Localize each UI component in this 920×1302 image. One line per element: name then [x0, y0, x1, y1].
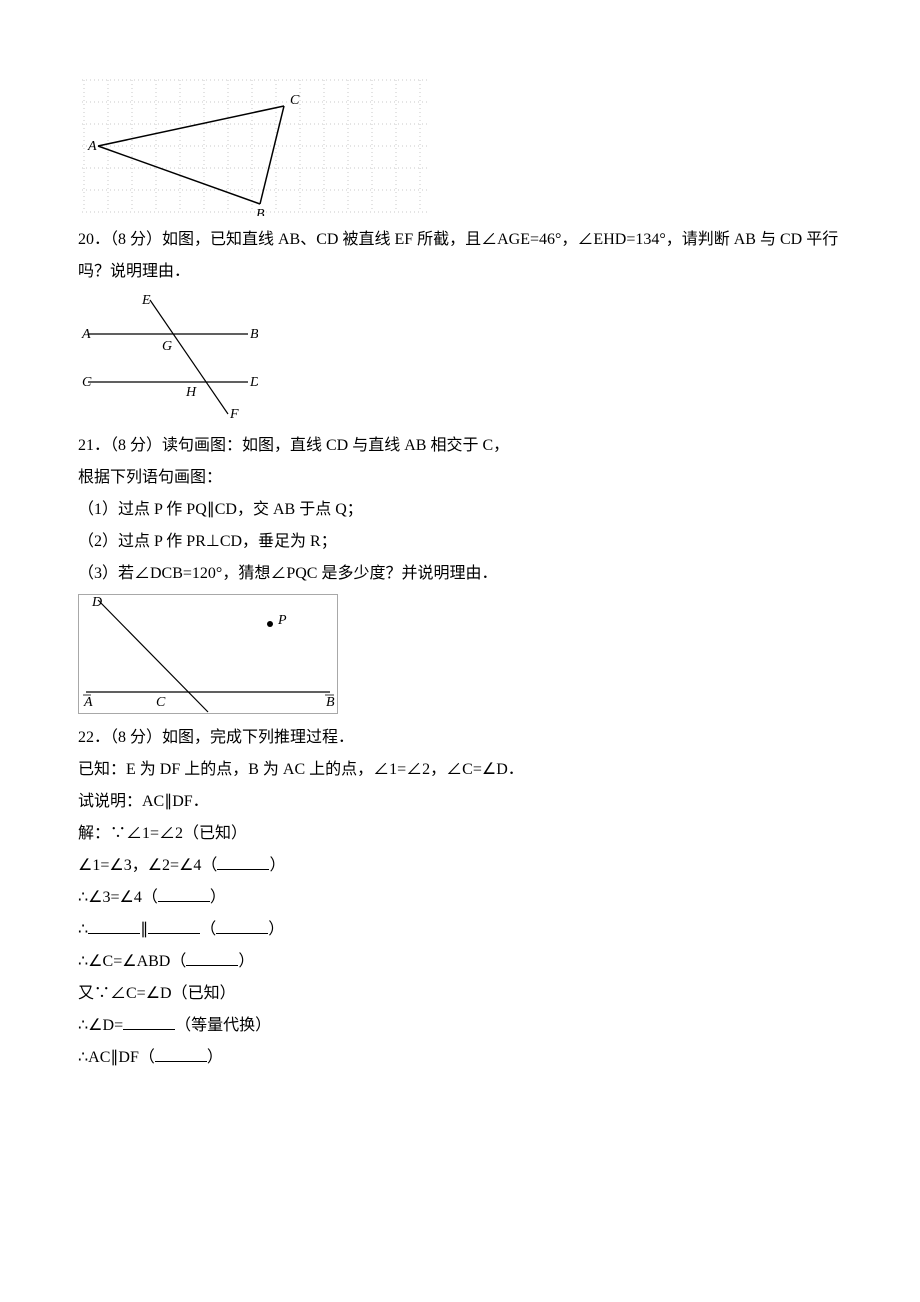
q22-line5-b: ） [269, 857, 285, 874]
svg-text:C: C [156, 695, 166, 710]
q22-line4: 解：∵∠1=∠2（已知） [78, 818, 842, 850]
blank-4 [148, 917, 200, 934]
q22-line10: ∴∠D= （等量代换） [78, 1010, 842, 1042]
blank-3 [88, 917, 140, 934]
q22-line7: ∴ ∥ （ ） [78, 914, 842, 946]
svg-text:B: B [256, 207, 265, 216]
blank-6 [186, 949, 238, 966]
svg-text:A: A [87, 139, 97, 154]
q22-line7-c: （ [200, 921, 216, 938]
q20-text: 20．（8 分）如图，已知直线 AB、CD 被直线 EF 所截，且∠AGE=46… [78, 224, 842, 288]
q22-line6-b: ） [210, 889, 226, 906]
q22-line8-b: ） [238, 953, 254, 970]
svg-text:D: D [249, 375, 258, 390]
blank-8 [155, 1045, 207, 1062]
figure-q20: E A B G C D H F [78, 292, 842, 422]
q22-line5: ∠1=∠3，∠2=∠4（ ） [78, 850, 842, 882]
q22-line11-b: ） [207, 1049, 223, 1066]
grid-triangle-svg: A B C [78, 76, 434, 216]
q22-line1: 22．（8 分）如图，完成下列推理过程． [78, 722, 842, 754]
svg-text:G: G [162, 339, 172, 354]
q22-line6: ∴∠3=∠4（ ） [78, 882, 842, 914]
q22-line10-b: （等量代换） [175, 1017, 271, 1034]
q22-line3: 试说明：AC∥DF． [78, 786, 842, 818]
q22-line7-a: ∴ [78, 921, 88, 938]
q22-line11-a: ∴AC∥DF（ [78, 1049, 155, 1066]
q21-svg: D P A C B [78, 594, 338, 714]
blank-2 [158, 885, 210, 902]
q22-line10-a: ∴∠D= [78, 1017, 123, 1034]
svg-text:B: B [326, 695, 335, 710]
figure-grid-triangle: A B C [78, 76, 842, 216]
q22-line8-a: ∴∠C=∠ABD（ [78, 953, 186, 970]
svg-text:F: F [229, 407, 239, 422]
svg-text:D: D [91, 595, 102, 610]
q22-line7-b: ∥ [140, 921, 148, 938]
figure-q21: D P A C B [78, 594, 842, 714]
svg-text:C: C [82, 375, 92, 390]
q22-line2: 已知：E 为 DF 上的点，B 为 AC 上的点，∠1=∠2，∠C=∠D． [78, 754, 842, 786]
svg-text:A: A [81, 327, 91, 342]
svg-text:A: A [83, 695, 93, 710]
svg-text:P: P [277, 613, 287, 628]
q22-line8: ∴∠C=∠ABD（ ） [78, 946, 842, 978]
blank-7 [123, 1013, 175, 1030]
q21-item2: （2）过点 P 作 PR⊥CD，垂足为 R； [78, 526, 842, 558]
q20-svg: E A B G C D H F [78, 292, 258, 422]
q22-line9: 又∵∠C=∠D（已知） [78, 978, 842, 1010]
q22-line11: ∴AC∥DF（ ） [78, 1042, 842, 1074]
q22-line6-a: ∴∠3=∠4（ [78, 889, 158, 906]
q21-line1: 21．（8 分）读句画图：如图，直线 CD 与直线 AB 相交于 C， [78, 430, 842, 462]
svg-text:C: C [290, 93, 300, 108]
svg-text:H: H [185, 385, 197, 400]
svg-text:E: E [141, 293, 151, 308]
q21-line2: 根据下列语句画图： [78, 462, 842, 494]
q22-line5-a: ∠1=∠3，∠2=∠4（ [78, 857, 217, 874]
q21-item3: （3）若∠DCB=120°，猜想∠PQC 是多少度？并说明理由． [78, 558, 842, 590]
blank-1 [217, 853, 269, 870]
q21-item1: （1）过点 P 作 PQ∥CD，交 AB 于点 Q； [78, 494, 842, 526]
q22-line7-d: ） [268, 921, 284, 938]
svg-text:B: B [250, 327, 258, 342]
blank-5 [216, 917, 268, 934]
